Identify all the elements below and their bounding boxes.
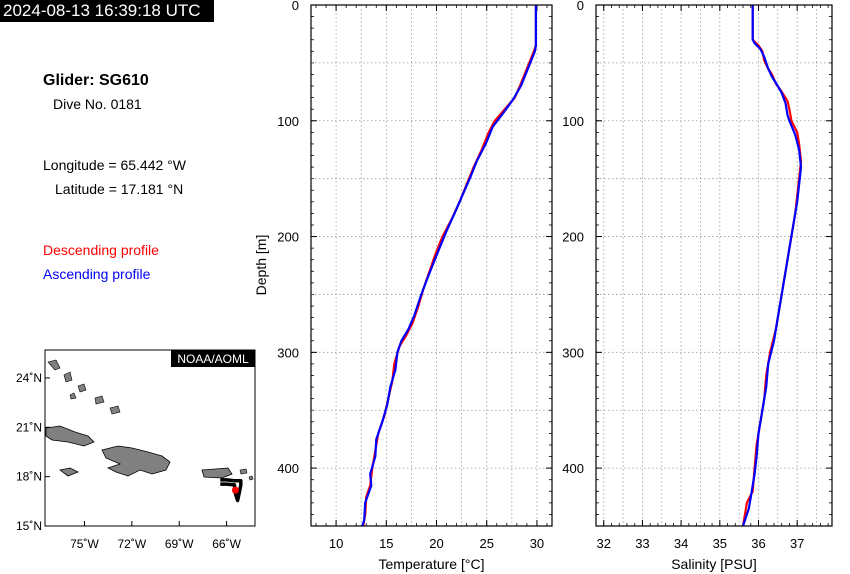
temperature-ascending-line — [361, 5, 538, 527]
salinity-x-tick-label: 37 — [790, 536, 804, 551]
glider-track — [220, 478, 243, 503]
map-lon-tick-label: 66˚W — [212, 537, 241, 551]
map-latitude-ticks: 24˚N 21˚N 18˚N 15˚N — [16, 371, 50, 533]
temperature-x-tick-label: 15 — [379, 536, 393, 551]
map-badge-text: NOAA/AOML — [177, 352, 249, 366]
map-land — [45, 359, 254, 481]
salinity-x-tick-label: 33 — [635, 536, 649, 551]
salinity-y-tick-label: 0 — [577, 0, 584, 13]
longitude-readout: Longitude = 65.442 °W — [43, 157, 186, 173]
salinity-x-axis-label: Salinity [PSU] — [671, 556, 757, 572]
temperature-y-tick-label: 0 — [292, 0, 299, 13]
salinity-y-tick-label: 400 — [562, 461, 584, 476]
salinity-ascending-line — [741, 5, 803, 527]
timestamp: 2024-08-13 16:39:18 UTC — [0, 0, 214, 22]
salinity-y-tick-label: 100 — [562, 114, 584, 129]
salinity-frame — [595, 4, 833, 527]
temperature-x-tick-label: 20 — [429, 536, 443, 551]
temperature-y-tick-label: 100 — [277, 114, 299, 129]
temperature-frame — [310, 4, 553, 527]
temperature-y-tick-label: 300 — [277, 345, 299, 360]
salinity-x-tick-label: 34 — [674, 536, 688, 551]
legend-ascending: Ascending profile — [43, 266, 151, 282]
latitude-readout: Latitude = 17.181 °N — [55, 181, 184, 197]
legend-descending: Descending profile — [43, 242, 159, 258]
glider-name: Glider: SG610 — [43, 72, 149, 89]
dive-number: Dive No. 0181 — [53, 96, 142, 112]
salinity-x-tick-label: 32 — [597, 536, 611, 551]
map-lat-tick-label: 24˚N — [16, 371, 42, 385]
map-lat-tick-label: 21˚N — [16, 420, 42, 434]
map-lon-tick-label: 69˚W — [165, 537, 194, 551]
salinity-plot: 32 33 34 35 36 37 0 100 200 300 400 Salinity [PSU] — [562, 0, 833, 572]
temperature-x-axis-label: Temperature [°C] — [379, 556, 485, 572]
temperature-descending-line — [362, 5, 538, 527]
glider-position-marker — [231, 486, 239, 494]
map-longitude-ticks: 75˚W 72˚W 69˚W 66˚W — [70, 521, 242, 551]
temperature-y-tick-label: 400 — [277, 461, 299, 476]
temperature-y-tick-label: 200 — [277, 230, 299, 245]
temperature-x-tick-label: 10 — [329, 536, 343, 551]
salinity-y-tick-label: 200 — [562, 230, 584, 245]
temperature-x-tick-label: 25 — [479, 536, 493, 551]
temperature-y-axis-label: Depth [m] — [253, 235, 269, 296]
temperature-x-tick-label: 30 — [530, 536, 544, 551]
map-lon-tick-label: 72˚W — [118, 537, 147, 551]
map-lon-tick-label: 75˚W — [70, 537, 99, 551]
salinity-y-tick-label: 300 — [562, 345, 584, 360]
salinity-x-tick-label: 36 — [751, 536, 765, 551]
map-lat-tick-label: 15˚N — [16, 519, 42, 533]
map-lat-tick-label: 18˚N — [16, 470, 42, 484]
salinity-descending-line — [741, 5, 803, 527]
location-map: NOAA/AOML 75˚W 72˚W 69˚W 66˚W 24˚N 21˚N 18˚N 1… — [16, 349, 256, 551]
map-badge: NOAA/AOML — [171, 350, 255, 367]
salinity-x-tick-label: 35 — [713, 536, 727, 551]
